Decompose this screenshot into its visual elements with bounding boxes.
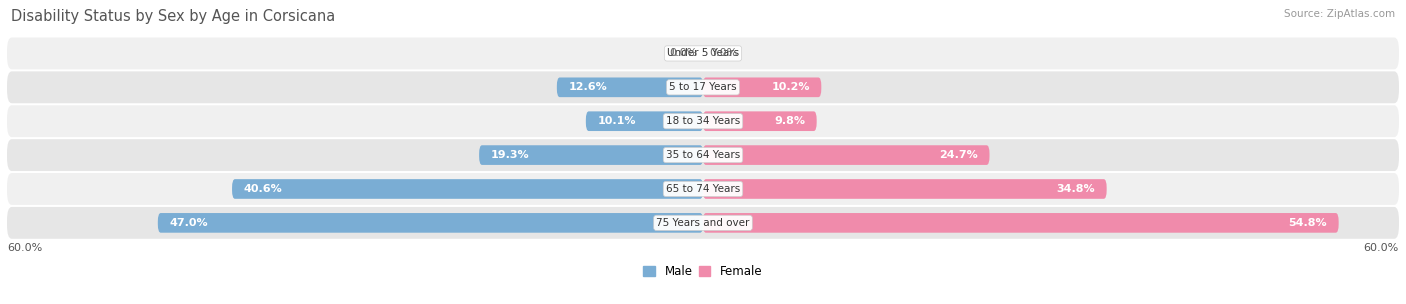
Text: 60.0%: 60.0% xyxy=(7,243,42,253)
Text: 35 to 64 Years: 35 to 64 Years xyxy=(666,150,740,160)
Text: Source: ZipAtlas.com: Source: ZipAtlas.com xyxy=(1284,9,1395,19)
FancyBboxPatch shape xyxy=(703,213,1339,233)
Text: 60.0%: 60.0% xyxy=(1364,243,1399,253)
Text: 40.6%: 40.6% xyxy=(243,184,283,194)
FancyBboxPatch shape xyxy=(7,105,1399,137)
Text: 10.2%: 10.2% xyxy=(772,82,810,92)
Text: 65 to 74 Years: 65 to 74 Years xyxy=(666,184,740,194)
Text: 5 to 17 Years: 5 to 17 Years xyxy=(669,82,737,92)
FancyBboxPatch shape xyxy=(7,37,1399,69)
FancyBboxPatch shape xyxy=(703,111,817,131)
Text: Disability Status by Sex by Age in Corsicana: Disability Status by Sex by Age in Corsi… xyxy=(11,9,336,24)
FancyBboxPatch shape xyxy=(7,71,1399,103)
Text: 0.0%: 0.0% xyxy=(709,48,737,58)
FancyBboxPatch shape xyxy=(586,111,703,131)
Text: 47.0%: 47.0% xyxy=(170,218,208,228)
Text: 75 Years and over: 75 Years and over xyxy=(657,218,749,228)
FancyBboxPatch shape xyxy=(557,78,703,97)
FancyBboxPatch shape xyxy=(479,145,703,165)
FancyBboxPatch shape xyxy=(7,207,1399,239)
Text: 19.3%: 19.3% xyxy=(491,150,529,160)
Text: Under 5 Years: Under 5 Years xyxy=(666,48,740,58)
Text: 12.6%: 12.6% xyxy=(568,82,607,92)
FancyBboxPatch shape xyxy=(703,78,821,97)
Text: 9.8%: 9.8% xyxy=(775,116,806,126)
Text: 10.1%: 10.1% xyxy=(598,116,636,126)
Text: 54.8%: 54.8% xyxy=(1288,218,1327,228)
FancyBboxPatch shape xyxy=(157,213,703,233)
Text: 24.7%: 24.7% xyxy=(939,150,979,160)
Legend: Male, Female: Male, Female xyxy=(638,260,768,283)
FancyBboxPatch shape xyxy=(7,173,1399,205)
Text: 34.8%: 34.8% xyxy=(1056,184,1095,194)
Text: 18 to 34 Years: 18 to 34 Years xyxy=(666,116,740,126)
FancyBboxPatch shape xyxy=(7,139,1399,171)
FancyBboxPatch shape xyxy=(703,179,1107,199)
FancyBboxPatch shape xyxy=(232,179,703,199)
Text: 0.0%: 0.0% xyxy=(669,48,697,58)
FancyBboxPatch shape xyxy=(703,145,990,165)
